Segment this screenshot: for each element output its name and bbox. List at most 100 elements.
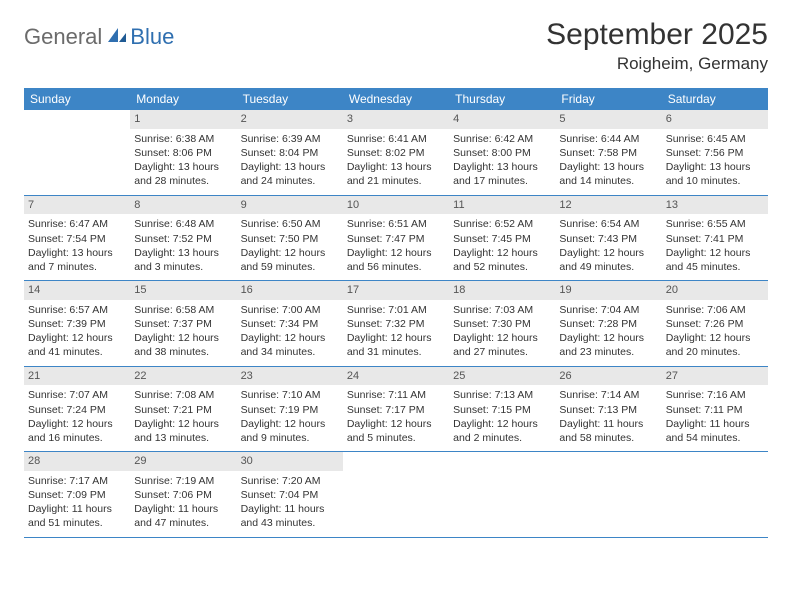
sunset-line: Sunset: 7:28 PM [559, 317, 657, 331]
day-number: 19 [555, 281, 661, 300]
day-number: 10 [343, 196, 449, 215]
sunset-line: Sunset: 7:13 PM [559, 403, 657, 417]
day-cell: 4Sunrise: 6:42 AMSunset: 8:00 PMDaylight… [449, 110, 555, 195]
sunset-line: Sunset: 7:24 PM [28, 403, 126, 417]
daylight-line: Daylight: 11 hours and 58 minutes. [559, 417, 657, 445]
sunrise-line: Sunrise: 7:08 AM [134, 388, 232, 402]
sunset-line: Sunset: 7:21 PM [134, 403, 232, 417]
sunset-line: Sunset: 7:45 PM [453, 232, 551, 246]
sunrise-line: Sunrise: 6:51 AM [347, 217, 445, 231]
day-cell: 1 Sunrise: 6:38 AMSunset: 8:06 PMDaylight… [130, 110, 236, 195]
day-cell: 12Sunrise: 6:54 AMSunset: 7:43 PMDayligh… [555, 196, 661, 281]
sunset-line: Sunset: 8:04 PM [241, 146, 339, 160]
day-cell: 23Sunrise: 7:10 AMSunset: 7:19 PMDayligh… [237, 367, 343, 452]
sunrise-line: Sunrise: 6:55 AM [666, 217, 764, 231]
daylight-line: Daylight: 12 hours and 59 minutes. [241, 246, 339, 274]
day-number: 17 [343, 281, 449, 300]
day-cell: 25Sunrise: 7:13 AMSunset: 7:15 PMDayligh… [449, 367, 555, 452]
day-number: 11 [449, 196, 555, 215]
sunrise-line: Sunrise: 6:58 AM [134, 303, 232, 317]
day-cell: 9Sunrise: 6:50 AMSunset: 7:50 PMDaylight… [237, 196, 343, 281]
day-number: 7 [24, 196, 130, 215]
daylight-line: Daylight: 12 hours and 9 minutes. [241, 417, 339, 445]
week-row: 7Sunrise: 6:47 AMSunset: 7:54 PMDaylight… [24, 196, 768, 282]
sunrise-line: Sunrise: 6:50 AM [241, 217, 339, 231]
header: General Blue September 2025 Roigheim, Ge… [24, 18, 768, 74]
daylight-line: Daylight: 13 hours and 28 minutes. [134, 160, 232, 188]
daylight-line: Daylight: 11 hours and 54 minutes. [666, 417, 764, 445]
sunset-line: Sunset: 7:32 PM [347, 317, 445, 331]
day-cell: 30Sunrise: 7:20 AMSunset: 7:04 PMDayligh… [237, 452, 343, 537]
day-cell: 15Sunrise: 6:58 AMSunset: 7:37 PMDayligh… [130, 281, 236, 366]
sunset-line: Sunset: 7:06 PM [134, 488, 232, 502]
sunset-line: Sunset: 7:37 PM [134, 317, 232, 331]
weekday-header-row: SundayMondayTuesdayWednesdayThursdayFrid… [24, 88, 768, 110]
month-title: September 2025 [546, 18, 768, 52]
sunrise-line: Sunrise: 6:44 AM [559, 132, 657, 146]
day-number: 2 [237, 110, 343, 129]
day-cell: 22Sunrise: 7:08 AMSunset: 7:21 PMDayligh… [130, 367, 236, 452]
sunrise-line: Sunrise: 6:41 AM [347, 132, 445, 146]
sunrise-line: Sunrise: 7:03 AM [453, 303, 551, 317]
sunset-line: Sunset: 7:09 PM [28, 488, 126, 502]
daylight-line: Daylight: 12 hours and 34 minutes. [241, 331, 339, 359]
daylight-line: Daylight: 13 hours and 14 minutes. [559, 160, 657, 188]
sunrise-line: Sunrise: 7:16 AM [666, 388, 764, 402]
daylight-line: Daylight: 11 hours and 51 minutes. [28, 502, 126, 530]
day-number: 28 [24, 452, 130, 471]
sunset-line: Sunset: 7:30 PM [453, 317, 551, 331]
day-number: 9 [237, 196, 343, 215]
daylight-line: Daylight: 13 hours and 10 minutes. [666, 160, 764, 188]
day-cell: 18Sunrise: 7:03 AMSunset: 7:30 PMDayligh… [449, 281, 555, 366]
daylight-line: Daylight: 12 hours and 41 minutes. [28, 331, 126, 359]
day-cell: 26Sunrise: 7:14 AMSunset: 7:13 PMDayligh… [555, 367, 661, 452]
day-cell: 2Sunrise: 6:39 AMSunset: 8:04 PMDaylight… [237, 110, 343, 195]
day-cell: 28Sunrise: 7:17 AMSunset: 7:09 PMDayligh… [24, 452, 130, 537]
day-cell: 20Sunrise: 7:06 AMSunset: 7:26 PMDayligh… [662, 281, 768, 366]
daylight-line: Daylight: 13 hours and 3 minutes. [134, 246, 232, 274]
day-cell: 27Sunrise: 7:16 AMSunset: 7:11 PMDayligh… [662, 367, 768, 452]
day-number: 25 [449, 367, 555, 386]
daylight-line: Daylight: 12 hours and 5 minutes. [347, 417, 445, 445]
sunrise-line: Sunrise: 6:39 AM [241, 132, 339, 146]
daylight-line: Daylight: 12 hours and 23 minutes. [559, 331, 657, 359]
daylight-line: Daylight: 13 hours and 17 minutes. [453, 160, 551, 188]
day-cell [343, 452, 449, 537]
week-row: 14Sunrise: 6:57 AMSunset: 7:39 PMDayligh… [24, 281, 768, 367]
day-number: 15 [130, 281, 236, 300]
daylight-line: Daylight: 13 hours and 21 minutes. [347, 160, 445, 188]
daylight-line: Daylight: 12 hours and 52 minutes. [453, 246, 551, 274]
week-row: 21Sunrise: 7:07 AMSunset: 7:24 PMDayligh… [24, 367, 768, 453]
day-number: 1 [130, 110, 236, 129]
sunrise-line: Sunrise: 7:19 AM [134, 474, 232, 488]
day-number: 24 [343, 367, 449, 386]
day-number: 4 [449, 110, 555, 129]
sunrise-line: Sunrise: 6:57 AM [28, 303, 126, 317]
sunset-line: Sunset: 8:02 PM [347, 146, 445, 160]
day-cell: 17Sunrise: 7:01 AMSunset: 7:32 PMDayligh… [343, 281, 449, 366]
sunrise-line: Sunrise: 6:38 AM [134, 132, 232, 146]
day-number: 14 [24, 281, 130, 300]
day-cell [555, 452, 661, 537]
logo-text-blue: Blue [130, 24, 174, 50]
weekday-cell: Sunday [24, 88, 130, 110]
day-cell: 8Sunrise: 6:48 AMSunset: 7:52 PMDaylight… [130, 196, 236, 281]
day-cell: 10Sunrise: 6:51 AMSunset: 7:47 PMDayligh… [343, 196, 449, 281]
sunrise-line: Sunrise: 6:42 AM [453, 132, 551, 146]
day-cell: 11Sunrise: 6:52 AMSunset: 7:45 PMDayligh… [449, 196, 555, 281]
day-cell: 21Sunrise: 7:07 AMSunset: 7:24 PMDayligh… [24, 367, 130, 452]
sunrise-line: Sunrise: 7:10 AM [241, 388, 339, 402]
sunset-line: Sunset: 8:06 PM [134, 146, 232, 160]
day-cell [662, 452, 768, 537]
day-cell: 6Sunrise: 6:45 AMSunset: 7:56 PMDaylight… [662, 110, 768, 195]
sunset-line: Sunset: 7:15 PM [453, 403, 551, 417]
daylight-line: Daylight: 12 hours and 2 minutes. [453, 417, 551, 445]
sunset-line: Sunset: 7:26 PM [666, 317, 764, 331]
sunrise-line: Sunrise: 7:14 AM [559, 388, 657, 402]
sunrise-line: Sunrise: 6:47 AM [28, 217, 126, 231]
day-number: 12 [555, 196, 661, 215]
weekday-cell: Saturday [662, 88, 768, 110]
day-cell [449, 452, 555, 537]
logo: General Blue [24, 18, 174, 50]
weekday-cell: Friday [555, 88, 661, 110]
